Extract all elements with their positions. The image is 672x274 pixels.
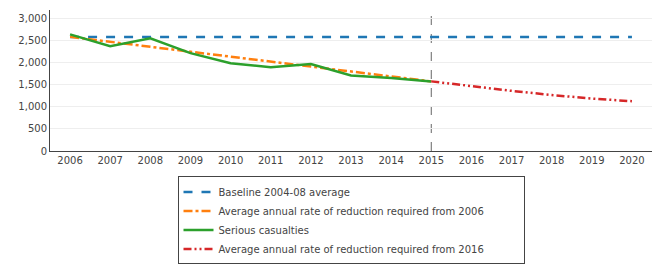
svg-text:500: 500 bbox=[28, 123, 47, 134]
svg-text:2017: 2017 bbox=[499, 155, 524, 166]
svg-text:2014: 2014 bbox=[378, 155, 403, 166]
svg-text:3,000: 3,000 bbox=[18, 13, 47, 24]
svg-text:2019: 2019 bbox=[579, 155, 604, 166]
svg-text:2,000: 2,000 bbox=[18, 57, 47, 68]
svg-text:Average annual rate of reducti: Average annual rate of reduction require… bbox=[219, 244, 484, 255]
svg-text:0: 0 bbox=[41, 146, 47, 157]
svg-text:2016: 2016 bbox=[459, 155, 484, 166]
svg-text:2018: 2018 bbox=[539, 155, 564, 166]
svg-text:1,500: 1,500 bbox=[18, 79, 47, 90]
svg-text:2009: 2009 bbox=[178, 155, 203, 166]
svg-text:2008: 2008 bbox=[138, 155, 163, 166]
svg-text:2020: 2020 bbox=[619, 155, 644, 166]
svg-text:2006: 2006 bbox=[57, 155, 82, 166]
svg-text:Serious casualties: Serious casualties bbox=[219, 225, 309, 236]
svg-text:2,500: 2,500 bbox=[18, 35, 47, 46]
svg-text:2013: 2013 bbox=[338, 155, 363, 166]
svg-text:1,000: 1,000 bbox=[18, 101, 47, 112]
svg-text:2012: 2012 bbox=[298, 155, 323, 166]
svg-text:2010: 2010 bbox=[218, 155, 243, 166]
svg-text:2011: 2011 bbox=[258, 155, 283, 166]
svg-text:Baseline 2004-08 average: Baseline 2004-08 average bbox=[219, 187, 350, 198]
svg-text:2007: 2007 bbox=[97, 155, 122, 166]
svg-text:Average annual rate of reducti: Average annual rate of reduction require… bbox=[219, 206, 484, 217]
svg-text:2015: 2015 bbox=[419, 155, 444, 166]
